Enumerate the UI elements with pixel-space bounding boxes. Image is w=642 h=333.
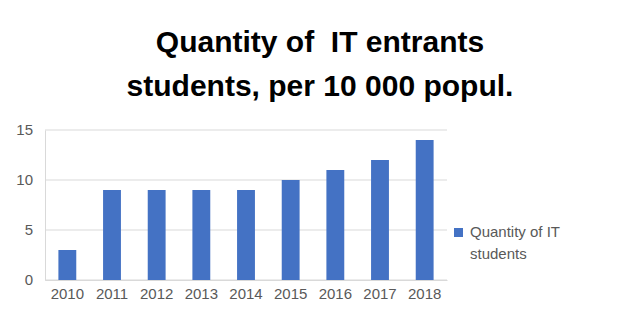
y-tick-label: 5 (25, 221, 33, 238)
x-axis: 2010 2011 2012 2013 2014 2015 2016 2017 2018 (46, 280, 448, 302)
bar (237, 190, 255, 280)
bar (103, 190, 121, 280)
bar (416, 140, 434, 280)
x-tick-label: 2010 (51, 285, 84, 302)
x-tick-label: 2012 (140, 285, 173, 302)
x-tick: 2012 (140, 280, 173, 302)
x-tick: 2014 (229, 280, 262, 302)
y-tick: 5 (25, 221, 45, 238)
y-tick: 0 (25, 271, 45, 288)
title: Quantity of IT entrants students, per 10 … (127, 25, 514, 102)
x-tick: 2018 (408, 280, 441, 302)
x-tick-label: 2018 (408, 285, 441, 302)
bar (192, 190, 210, 280)
x-tick: 2015 (274, 280, 307, 302)
legend-swatch (454, 228, 463, 237)
x-axis-line (46, 280, 448, 281)
grid-line (45, 130, 447, 131)
legend-label-line: students (470, 245, 527, 262)
bar (282, 180, 300, 280)
bar (58, 250, 76, 280)
x-tick-label: 2013 (185, 285, 218, 302)
grid (45, 130, 447, 280)
y-axis-line (45, 131, 46, 281)
bar (148, 190, 166, 280)
chart: Quantity of IT entrants students, per 10 … (0, 0, 642, 333)
x-tick: 2017 (363, 280, 396, 302)
x-tick-label: 2011 (96, 285, 128, 302)
title-line: students, per 10 000 popul. (127, 69, 514, 102)
y-tick: 10 (16, 171, 45, 188)
bar (371, 160, 389, 280)
x-tick: 2010 (51, 280, 84, 302)
x-tick-label: 2014 (229, 285, 262, 302)
y-tick-label: 15 (16, 121, 33, 138)
x-tick: 2016 (319, 280, 352, 302)
x-tick-label: 2017 (363, 285, 396, 302)
y-axis: 0 5 10 15 (16, 121, 45, 288)
bars (58, 140, 433, 280)
x-tick: 2011 (96, 280, 128, 302)
title-line: Quantity of IT entrants (156, 25, 484, 58)
y-tick: 15 (16, 121, 45, 138)
y-tick-label: 0 (25, 271, 33, 288)
x-tick: 2013 (185, 280, 218, 302)
bar (326, 170, 344, 280)
legend-label-line: Quantity of IT (470, 223, 560, 240)
legend: Quantity of IT students (454, 223, 560, 262)
x-tick-label: 2015 (274, 285, 307, 302)
y-tick-label: 10 (16, 171, 33, 188)
legend-label: Quantity of IT students (470, 223, 560, 262)
x-tick-label: 2016 (319, 285, 352, 302)
